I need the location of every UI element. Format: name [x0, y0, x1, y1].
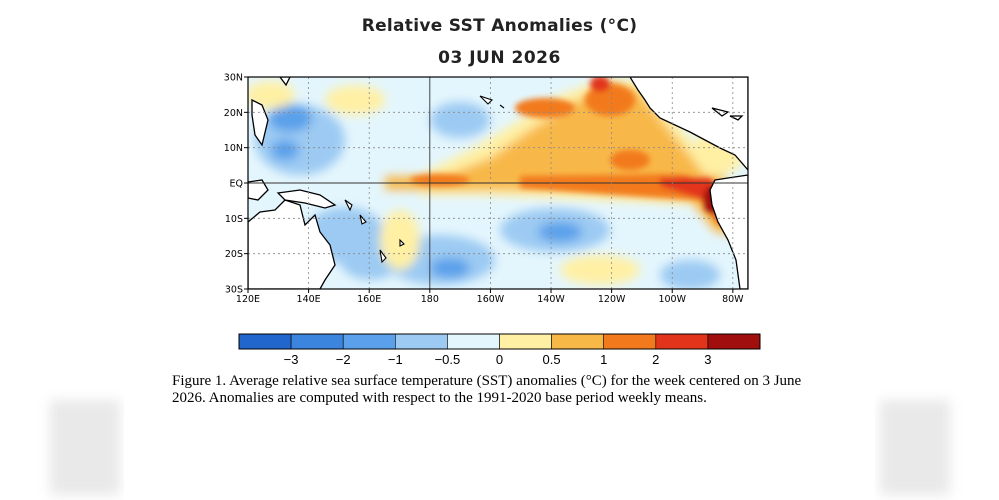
right-background-blur: [880, 400, 950, 495]
colorbar-label: 3: [704, 352, 711, 367]
figure-caption: Figure 1. Average relative sea surface t…: [172, 373, 802, 406]
colorbar-label: 0: [496, 352, 503, 367]
lon-label: 180: [421, 294, 439, 305]
colorbar-label: −2: [336, 352, 351, 367]
lon-label: 80W: [722, 294, 744, 305]
lat-label: 30N: [224, 73, 243, 84]
colorbar-swatch: [342, 333, 396, 350]
colorbar-swatch: [447, 333, 500, 350]
lon-label: 160W: [477, 294, 505, 305]
colorbar-label: −3: [284, 352, 299, 367]
colorbar-swatch: [238, 333, 292, 350]
lat-label: 10S: [225, 214, 243, 225]
land: [248, 77, 748, 289]
colorbar-swatch: [707, 333, 761, 350]
lat-label: 30S: [225, 285, 243, 296]
colorbar-swatch: [655, 333, 709, 350]
colorbar-swatch: [290, 333, 344, 350]
colorbar-swatch: [499, 333, 552, 350]
colorbar-outline: [238, 333, 761, 350]
colorbar-label: −0.5: [435, 352, 461, 367]
lon-label: 140W: [537, 294, 565, 305]
colorbar-label: 0.5: [543, 352, 561, 367]
longitude-labels: 120E 140E 160E 180 160W 140W 120W 100W 80W: [236, 289, 744, 305]
colorbar-label: 2: [652, 352, 659, 367]
map-gridlines: [248, 77, 748, 289]
lon-label: 160E: [357, 294, 381, 305]
lon-label: 100W: [658, 294, 686, 305]
map-title: Relative SST Anomalies (°C): [361, 16, 638, 36]
map-date: 03 JUN 2026: [438, 48, 561, 68]
lon-label: 120W: [598, 294, 626, 305]
colorbar: −3 −2 −1 −0.5 0 0.5 1 2 3: [238, 333, 761, 367]
colorbar-swatch: [551, 333, 604, 350]
colorbar-label: 1: [600, 352, 607, 367]
latitude-labels: 30N 20N 10N EQ 10S 20S 30S: [224, 73, 248, 296]
left-background-blur: [50, 400, 120, 495]
pacific-islands: [344, 95, 505, 264]
lon-label: 140E: [297, 294, 321, 305]
colorbar-swatch: [394, 333, 448, 350]
lon-label: 120E: [236, 294, 260, 305]
lat-label: 10N: [224, 143, 243, 154]
lat-label: 20S: [225, 249, 243, 260]
colorbar-swatch: [603, 333, 657, 350]
lat-label: EQ: [230, 179, 243, 190]
lat-label: 20N: [224, 108, 243, 119]
colorbar-label: −1: [388, 352, 403, 367]
